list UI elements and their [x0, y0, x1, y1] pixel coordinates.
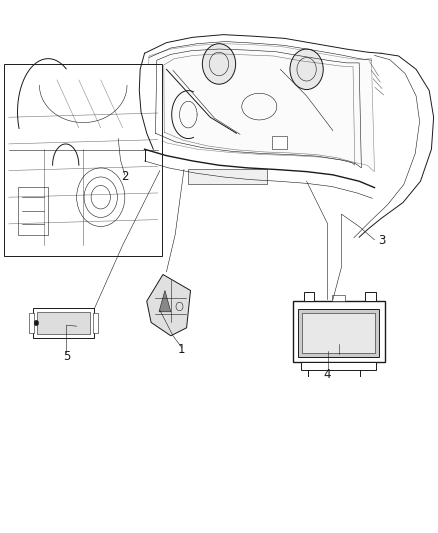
Bar: [332, 295, 345, 301]
Polygon shape: [147, 274, 191, 336]
Bar: [298, 309, 379, 357]
Circle shape: [34, 320, 39, 326]
Bar: [365, 292, 376, 301]
Circle shape: [290, 49, 323, 90]
Bar: [93, 313, 98, 333]
Text: 2: 2: [121, 171, 129, 183]
Text: 5: 5: [63, 350, 70, 362]
Bar: [29, 313, 34, 333]
Bar: [293, 301, 385, 362]
FancyBboxPatch shape: [188, 169, 267, 184]
Bar: [37, 312, 90, 334]
Bar: [301, 362, 376, 370]
Circle shape: [202, 44, 236, 84]
Bar: [18, 187, 48, 235]
Bar: [4, 64, 162, 256]
Text: 4: 4: [324, 368, 332, 381]
Bar: [272, 136, 287, 149]
Polygon shape: [159, 290, 171, 312]
Bar: [304, 292, 314, 301]
Bar: [302, 313, 375, 353]
Text: 3: 3: [378, 235, 385, 247]
Bar: [33, 308, 94, 338]
Polygon shape: [147, 44, 374, 172]
Text: 1: 1: [178, 343, 186, 356]
